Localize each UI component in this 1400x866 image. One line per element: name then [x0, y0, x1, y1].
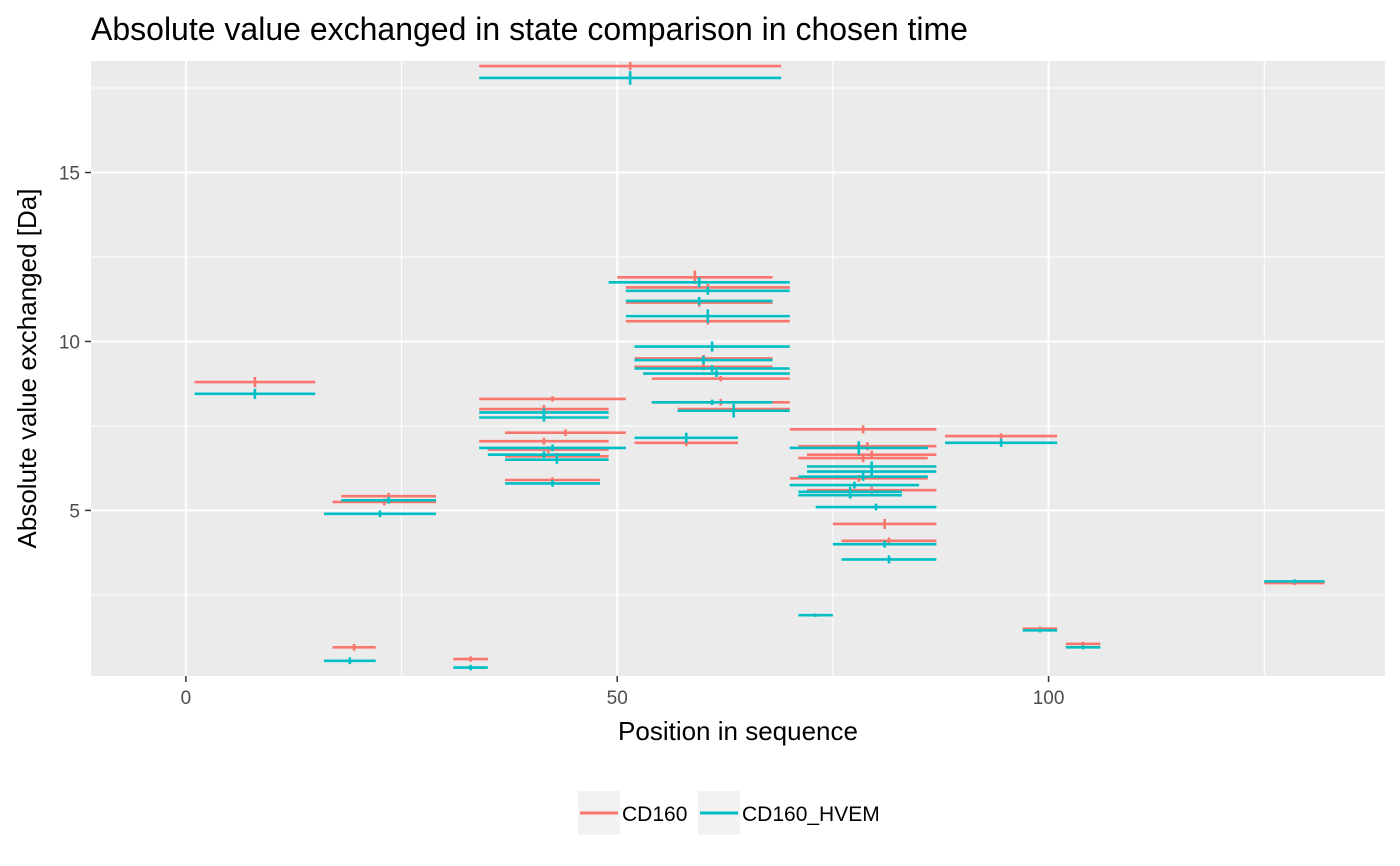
series-cd160-hvem [194, 71, 1325, 671]
major-gridlines [91, 61, 1385, 676]
legend: CD160 CD160_HVEM [578, 791, 880, 835]
data-marks [194, 62, 1325, 671]
x-tick-label: 0 [181, 688, 192, 709]
legend-label-cd160: CD160 [622, 803, 687, 826]
x-tick-label: 50 [607, 688, 628, 709]
x-tick-label: 100 [1033, 688, 1065, 709]
y-axis-title: Absolute value exchanged [Da] [12, 189, 42, 549]
minor-gridlines [91, 61, 1385, 676]
y-tick-label: 10 [59, 332, 80, 353]
y-tick-label: 15 [59, 164, 80, 185]
chart-title: Absolute value exchanged in state compar… [91, 11, 968, 47]
x-axis-title: Position in sequence [618, 716, 858, 746]
axes: 0 50 100 5 10 15 [59, 164, 1065, 709]
legend-label-cd160-hvem: CD160_HVEM [742, 803, 880, 826]
y-tick-label: 5 [69, 501, 80, 522]
